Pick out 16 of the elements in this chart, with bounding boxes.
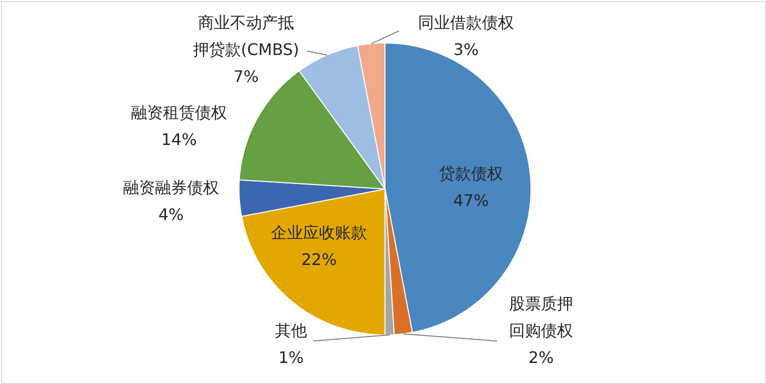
data-label: 47% xyxy=(453,191,489,210)
slice-label: 贷款债权 xyxy=(439,164,503,183)
data-label: 14% xyxy=(161,130,197,149)
data-label: 2% xyxy=(528,348,554,367)
data-label: 4% xyxy=(158,205,184,224)
slice-label: 股票质押回购债权 xyxy=(509,294,573,340)
data-label: 22% xyxy=(301,250,337,269)
slice-label: 同业借款债权 xyxy=(418,13,514,32)
data-label: 7% xyxy=(233,67,259,86)
slice-label: 融资融券债权 xyxy=(123,178,219,197)
data-label: 3% xyxy=(453,40,479,59)
slice-label: 其他 xyxy=(275,321,307,340)
slice-label: 商业不动产抵押贷款(CMBS) xyxy=(192,13,300,59)
slice-label: 企业应收账款 xyxy=(271,223,367,242)
slice-label: 融资租赁债权 xyxy=(131,103,227,122)
data-label: 1% xyxy=(278,348,304,367)
